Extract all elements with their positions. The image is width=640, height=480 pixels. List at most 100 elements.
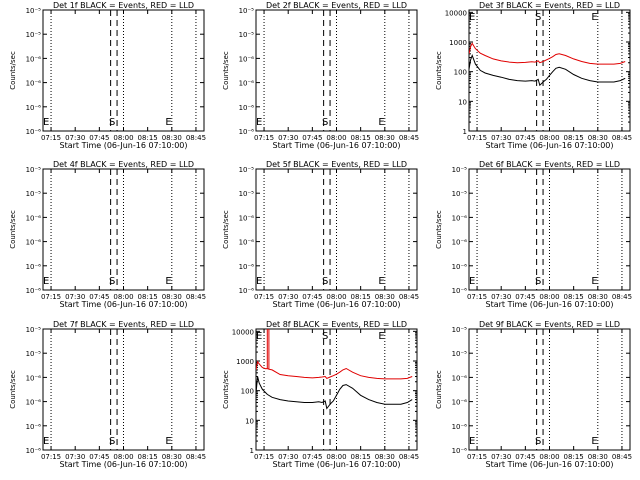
y-tick-label: 1 — [463, 128, 467, 136]
y-axis-label: Counts/sec — [435, 370, 443, 409]
x-tick-label: 08:00 — [326, 293, 346, 301]
chart-title: Det 3f BLACK = Events, RED = LLD — [479, 1, 620, 10]
events-series-line — [256, 376, 413, 410]
x-tick-label: 07:15 — [41, 134, 61, 142]
x-tick-label: 07:45 — [302, 453, 322, 461]
y-tick-label: 10⁻⁵ — [452, 166, 468, 174]
y-tick-label: 10⁻⁵ — [452, 190, 468, 198]
chart-panel-6: Det 6f BLACK = Events, RED = LLD 10⁻⁶ 10⁻⁶… — [435, 160, 632, 309]
x-tick-label: 08:00 — [113, 293, 133, 301]
x-tick-label: 07:45 — [89, 453, 109, 461]
x-axis-label: Start Time (06-Jun-16 07:10:00) — [60, 300, 188, 309]
y-tick-label: 10⁻⁶ — [26, 287, 42, 295]
x-tick-label: 08:15 — [564, 134, 584, 142]
y-tick-label: 1000 — [449, 39, 467, 47]
y-tick-label: 10⁻⁶ — [239, 239, 255, 247]
y-tick-label: 10000 — [445, 9, 467, 17]
marker-label: E — [165, 276, 171, 287]
x-tick-label: 08:45 — [399, 134, 419, 142]
x-tick-label: 08:00 — [113, 453, 133, 461]
lld-series-line — [256, 329, 413, 380]
y-tick-label: 10⁻⁶ — [26, 128, 42, 136]
x-tick-label: 08:45 — [612, 453, 632, 461]
x-axis-label: Start Time (06-Jun-16 07:10:00) — [273, 460, 401, 469]
y-tick-label: 1000 — [236, 358, 254, 366]
x-tick-label: 08:15 — [351, 134, 371, 142]
y-tick-label: 10⁻⁶ — [452, 399, 468, 407]
x-tick-label: 07:15 — [254, 134, 274, 142]
chart-panel-3: Det 3f BLACK = Events, RED = LLD 1 10 100 10… — [435, 1, 632, 150]
x-tick-label: 08:00 — [539, 134, 559, 142]
marker-label: S — [322, 276, 328, 287]
marker-label: E — [469, 12, 475, 23]
x-tick-label: 08:00 — [326, 134, 346, 142]
y-tick-label: 10⁻⁶ — [26, 263, 42, 271]
y-tick-label: 10⁻⁵ — [26, 166, 42, 174]
x-tick-label: 08:15 — [351, 293, 371, 301]
y-tick-label: 10⁻⁶ — [452, 214, 468, 222]
y-axis-label: Counts/sec — [435, 51, 443, 90]
x-tick-label: 08:30 — [162, 293, 182, 301]
x-tick-label: 08:30 — [375, 453, 395, 461]
x-tick-label: 08:45 — [612, 293, 632, 301]
x-tick-label: 08:15 — [138, 293, 158, 301]
marker-label: S — [322, 331, 328, 342]
marker-label: E — [256, 117, 262, 128]
x-tick-label: 07:30 — [491, 293, 511, 301]
x-tick-label: 08:30 — [588, 134, 608, 142]
y-axis-label: Counts/sec — [222, 51, 230, 90]
marker-label: E — [43, 436, 49, 447]
x-tick-label: 08:00 — [539, 293, 559, 301]
x-tick-label: 08:45 — [186, 453, 206, 461]
chart-title: Det 9f BLACK = Events, RED = LLD — [479, 320, 620, 329]
y-tick-label: 10⁻⁶ — [26, 80, 42, 88]
y-tick-label: 10⁻⁶ — [26, 423, 42, 431]
x-tick-label: 07:45 — [515, 453, 535, 461]
y-tick-label: 10⁻⁵ — [239, 166, 255, 174]
y-axis-label: Counts/sec — [222, 370, 230, 409]
marker-label: E — [256, 276, 262, 287]
x-tick-label: 08:30 — [588, 293, 608, 301]
y-tick-label: 10⁻⁶ — [26, 399, 42, 407]
marker-label: E — [591, 436, 597, 447]
chart-title: Det 6f BLACK = Events, RED = LLD — [479, 160, 620, 169]
marker-label: E — [43, 276, 49, 287]
marker-label: E — [591, 276, 597, 287]
marker-label: E — [378, 117, 384, 128]
y-tick-label: 10⁻⁶ — [239, 104, 255, 112]
marker-label: E — [43, 117, 49, 128]
y-tick-label: 10⁻⁶ — [452, 447, 468, 455]
x-tick-label: 08:30 — [162, 453, 182, 461]
y-tick-label: 10 — [245, 417, 254, 425]
y-tick-label: 10⁻⁵ — [452, 350, 468, 358]
chart-panel-4: Det 4f BLACK = Events, RED = LLD 10⁻⁶ 10⁻⁶… — [9, 160, 206, 309]
y-tick-label: 10⁻⁶ — [239, 80, 255, 88]
chart-panel-8: Det 8f BLACK = Events, RED = LLD 1 10 100 10… — [222, 320, 419, 469]
y-tick-label: 10⁻⁶ — [239, 55, 255, 63]
y-tick-label: 10⁻⁶ — [26, 214, 42, 222]
marker-label: E — [591, 12, 597, 23]
x-tick-label: 08:15 — [138, 453, 158, 461]
chart-title: Det 8f BLACK = Events, RED = LLD — [266, 320, 407, 329]
y-tick-label: 10⁻⁵ — [26, 31, 42, 39]
chart-title: Det 5f BLACK = Events, RED = LLD — [266, 160, 407, 169]
x-tick-label: 08:30 — [588, 453, 608, 461]
y-tick-label: 10⁻⁵ — [239, 7, 255, 15]
x-tick-label: 07:30 — [65, 453, 85, 461]
x-tick-label: 07:15 — [254, 293, 274, 301]
y-axis-label: Counts/sec — [9, 210, 17, 249]
x-axis-label: Start Time (06-Jun-16 07:10:00) — [273, 300, 401, 309]
chart-title: Det 4f BLACK = Events, RED = LLD — [53, 160, 194, 169]
marker-label: E — [378, 276, 384, 287]
y-axis-label: Counts/sec — [435, 210, 443, 249]
x-tick-label: 07:30 — [278, 453, 298, 461]
y-axis-label: Counts/sec — [222, 210, 230, 249]
y-tick-label: 10⁻⁶ — [26, 374, 42, 382]
x-tick-label: 07:30 — [278, 134, 298, 142]
x-tick-label: 07:30 — [278, 293, 298, 301]
y-tick-label: 10⁻⁶ — [452, 423, 468, 431]
chart-panel-5: Det 5f BLACK = Events, RED = LLD 10⁻⁶ 10⁻⁶… — [222, 160, 419, 309]
chart-panel-1: Det 1f BLACK = Events, RED = LLD 10⁻⁶ 10⁻⁶… — [9, 1, 206, 150]
x-tick-label: 08:45 — [186, 293, 206, 301]
marker-label: E — [469, 276, 475, 287]
